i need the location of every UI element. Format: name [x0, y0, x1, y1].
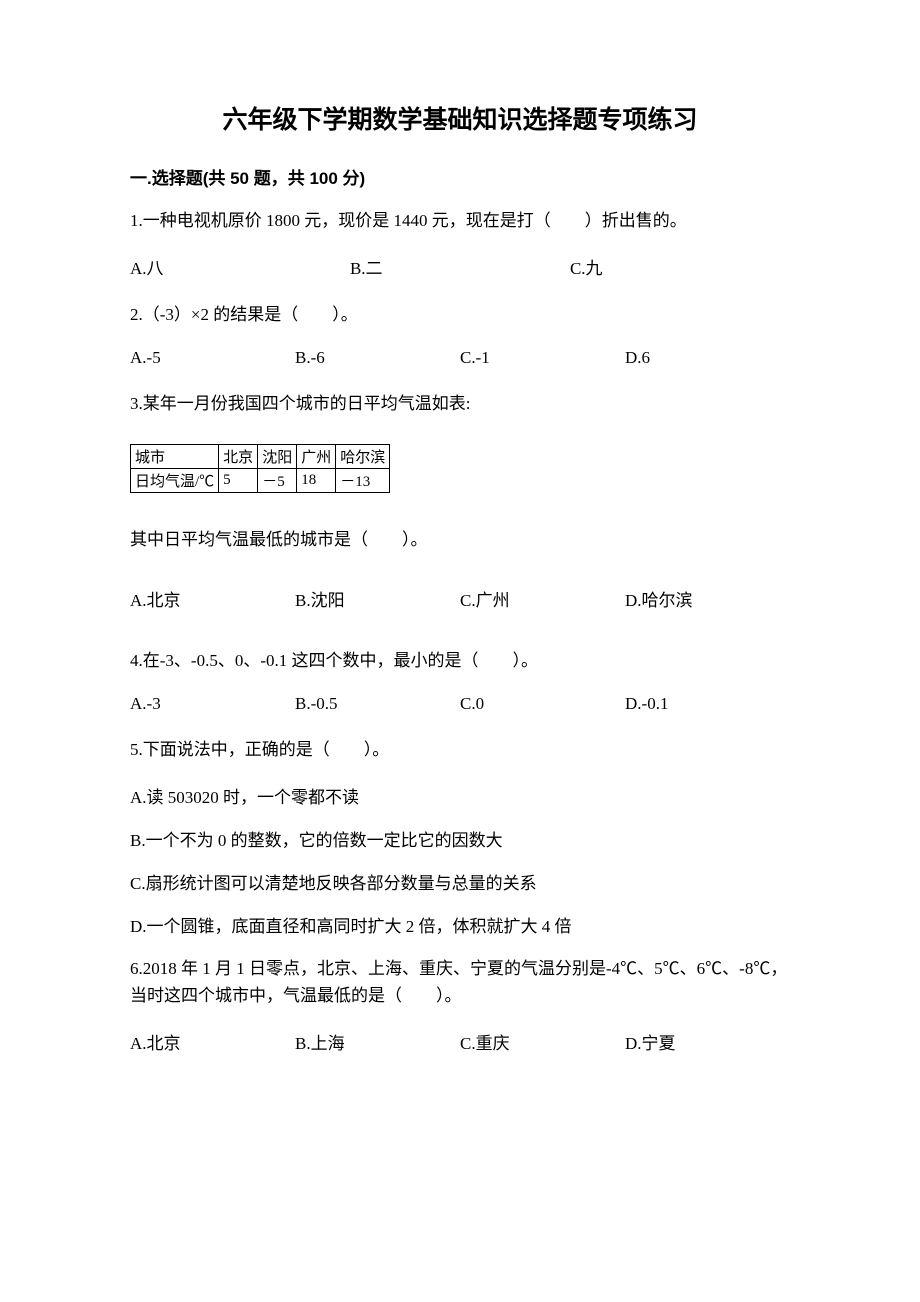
document-title: 六年级下学期数学基础知识选择题专项练习	[130, 100, 790, 136]
option-d: D.-0.1	[625, 694, 790, 714]
question-4-options: A.-3 B.-0.5 C.0 D.-0.1	[130, 694, 790, 714]
option-d: D.哈尔滨	[625, 586, 790, 611]
option-b: B.二	[350, 254, 570, 279]
temperature-table: 城市 北京 沈阳 广州 哈尔滨 日均气温/℃ 5 －5 18 －13	[130, 444, 790, 493]
question-2-options: A.-5 B.-6 C.-1 D.6	[130, 348, 790, 368]
question-6-options: A.北京 B.上海 C.重庆 D.宁夏	[130, 1029, 790, 1054]
option-c: C.广州	[460, 586, 625, 611]
question-3: 3.某年一月份我国四个城市的日平均气温如表:	[130, 390, 790, 417]
question-4: 4.在-3、-0.5、0、-0.1 这四个数中，最小的是（ ）。	[130, 647, 790, 674]
option-c: C.扇形统计图可以清楚地反映各部分数量与总量的关系	[130, 869, 790, 894]
table-row: 日均气温/℃ 5 －5 18 －13	[131, 468, 390, 492]
table-cell: 哈尔滨	[336, 444, 390, 468]
section-header: 一.选择题(共 50 题，共 100 分)	[130, 164, 790, 189]
question-5: 5.下面说法中，正确的是（ ）。	[130, 736, 790, 763]
option-d: D.6	[625, 348, 790, 368]
option-c: C.-1	[460, 348, 625, 368]
option-b: B.上海	[295, 1029, 460, 1054]
table-cell: 广州	[297, 444, 336, 468]
option-a: A.-3	[130, 694, 295, 714]
option-b: B.-6	[295, 348, 460, 368]
table-cell: 5	[219, 468, 258, 492]
option-c: C.九	[570, 254, 790, 279]
table-cell: 18	[297, 468, 336, 492]
option-c: C.0	[460, 694, 625, 714]
question-3-sub: 其中日平均气温最低的城市是（ ）。	[130, 525, 790, 550]
option-c: C.重庆	[460, 1029, 625, 1054]
table-cell: 北京	[219, 444, 258, 468]
question-1: 1.一种电视机原价 1800 元，现价是 1440 元，现在是打（ ）折出售的。	[130, 207, 790, 234]
question-3-options: A.北京 B.沈阳 C.广州 D.哈尔滨	[130, 586, 790, 611]
option-b: B.一个不为 0 的整数，它的倍数一定比它的因数大	[130, 826, 790, 851]
option-a: A.八	[130, 254, 350, 279]
option-a: A.读 503020 时，一个零都不读	[130, 783, 790, 808]
option-a: A.北京	[130, 586, 295, 611]
table-cell: －13	[336, 468, 390, 492]
table-cell: 日均气温/℃	[131, 468, 219, 492]
question-1-options: A.八 B.二 C.九	[130, 254, 790, 279]
table-cell: 城市	[131, 444, 219, 468]
table-cell: －5	[258, 468, 297, 492]
question-6: 6.2018 年 1 月 1 日零点，北京、上海、重庆、宁夏的气温分别是-4℃、…	[130, 955, 790, 1009]
option-b: B.-0.5	[295, 694, 460, 714]
option-a: A.北京	[130, 1029, 295, 1054]
option-d: D.一个圆锥，底面直径和高同时扩大 2 倍，体积就扩大 4 倍	[130, 912, 790, 937]
option-a: A.-5	[130, 348, 295, 368]
table-row: 城市 北京 沈阳 广州 哈尔滨	[131, 444, 390, 468]
question-2: 2.（-3）×2 的结果是（ ）。	[130, 301, 790, 328]
table-cell: 沈阳	[258, 444, 297, 468]
option-d: D.宁夏	[625, 1029, 790, 1054]
option-b: B.沈阳	[295, 586, 460, 611]
